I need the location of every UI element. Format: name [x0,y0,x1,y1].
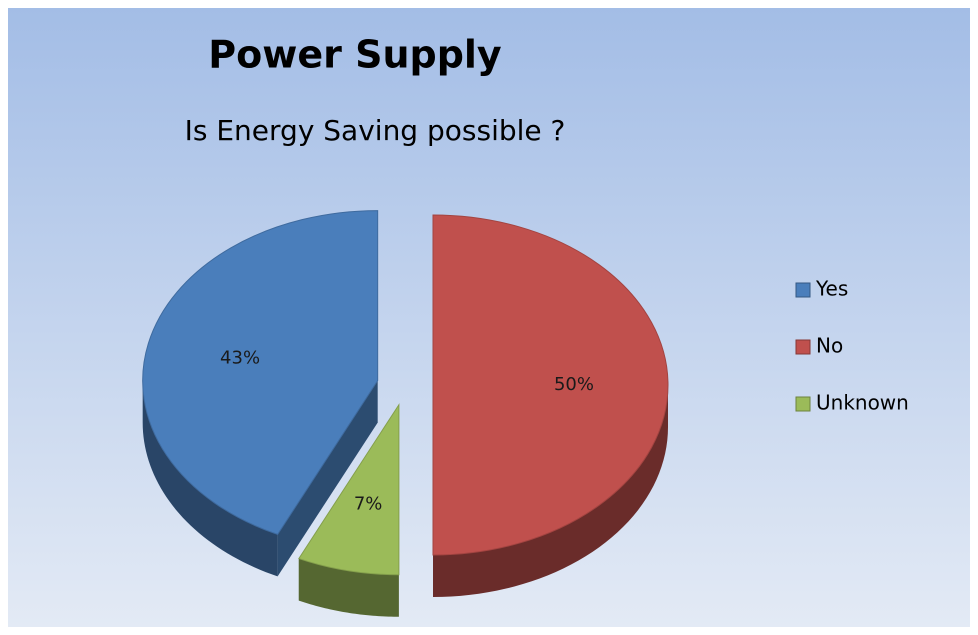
slice-side [142,380,278,577]
slice-side [298,558,399,617]
slice [432,214,669,556]
legend-swatch [795,396,811,412]
legend-label: No [816,334,843,358]
chart-title: Power Supply [208,33,502,77]
legend-label: Unknown [816,391,909,415]
chart-subtitle: Is Energy Saving possible ? [185,114,566,147]
slice-side [433,385,668,597]
data-label: 43% [220,347,260,368]
slice [298,403,400,576]
data-label: 50% [554,374,594,395]
slice-cut-face [277,380,378,577]
legend-label: Yes [815,277,848,301]
slice [142,210,379,536]
legend-swatch [795,339,811,355]
data-label: 7% [354,493,383,514]
legend-swatch [795,282,811,298]
